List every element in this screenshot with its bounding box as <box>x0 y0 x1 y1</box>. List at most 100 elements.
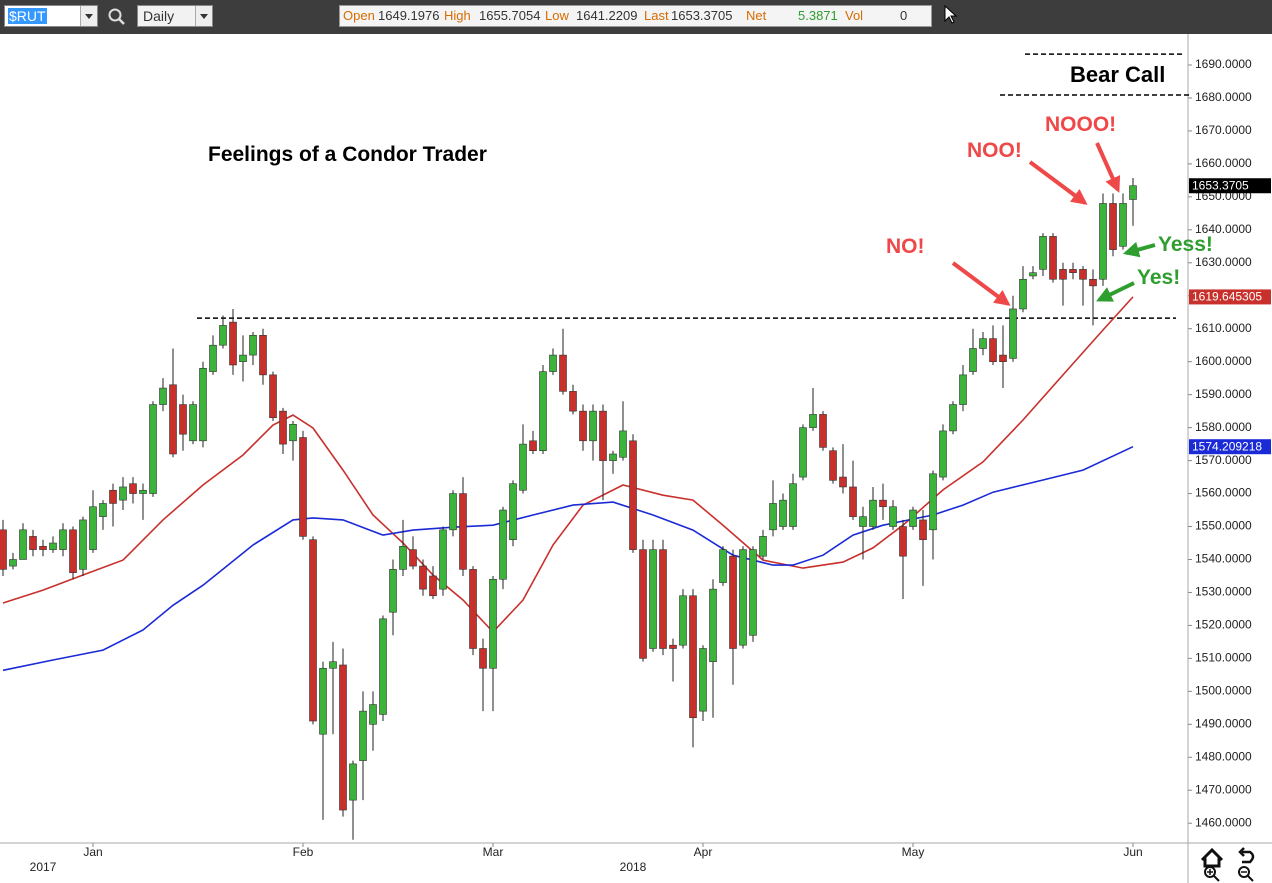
dropdown[interactable] <box>195 6 212 26</box>
candle-body <box>859 516 867 527</box>
candle-body <box>279 410 287 445</box>
candle-body <box>549 354 557 372</box>
candle-body <box>239 354 247 362</box>
x-tick-label: Jan <box>83 845 102 859</box>
x-tick-label: Feb <box>293 845 314 859</box>
candle-body <box>449 493 457 531</box>
candle-body <box>1049 236 1057 280</box>
candle-body <box>819 414 827 448</box>
field-value: 1649.1976 <box>378 8 440 23</box>
candle-body <box>649 549 657 649</box>
annotation: Yess! <box>1158 233 1213 256</box>
plot <box>0 53 1190 840</box>
arrow <box>1096 281 1135 302</box>
candle-body <box>569 391 577 412</box>
candle-body <box>1069 269 1077 273</box>
candle-body <box>379 618 387 715</box>
price-tag <box>1189 178 1271 194</box>
candle-body <box>469 569 477 649</box>
y-tick-label: 1660.0000 <box>1195 156 1252 170</box>
candle-body <box>409 549 417 567</box>
candle-body <box>369 704 377 725</box>
y-tick-label: 1690.0000 <box>1195 57 1252 71</box>
candle-body <box>169 384 177 455</box>
zoom-out-icon[interactable] <box>1238 866 1254 882</box>
price-tag-label: 1653.3705 <box>1192 178 1249 192</box>
field-value: 0 <box>900 8 908 23</box>
candle-body <box>89 506 97 550</box>
annotation: NOO! <box>967 139 1022 162</box>
price-tag-label: 1574.209218 <box>1192 439 1262 453</box>
candle-body <box>879 499 887 508</box>
field-label: Net <box>746 8 767 23</box>
x-tick-label: Apr <box>694 845 713 859</box>
candle-body <box>79 519 87 570</box>
undo-icon[interactable] <box>1238 847 1255 864</box>
candle-body <box>769 503 777 531</box>
x-tick-label: Jun <box>1123 845 1142 859</box>
year-label: 2017 <box>30 860 57 874</box>
period: Daily <box>143 8 175 24</box>
search-icon[interactable] <box>107 7 127 27</box>
price-tag <box>1189 289 1271 305</box>
dropdown[interactable] <box>80 6 97 26</box>
field-label: Last <box>644 8 669 23</box>
symbol-input[interactable]: $RUT <box>4 5 98 27</box>
y-tick-label: 1530.0000 <box>1195 585 1252 599</box>
candle-body <box>789 483 797 527</box>
candle-body <box>129 483 137 494</box>
candle-body <box>1059 269 1067 280</box>
y-tick-label: 1630.0000 <box>1195 255 1252 269</box>
candle-body <box>629 440 637 550</box>
zoom-in-icon[interactable] <box>1204 866 1220 882</box>
field-label: Open <box>343 8 375 23</box>
candle-body <box>999 354 1007 362</box>
candle-body <box>429 575 437 597</box>
field-label: Vol <box>845 8 864 23</box>
year-label: 2018 <box>620 860 647 874</box>
candle-body <box>19 529 27 560</box>
candle-body <box>949 404 957 432</box>
arrow <box>1028 160 1088 205</box>
candle-body <box>919 519 927 541</box>
y-tick-label: 1490.0000 <box>1195 716 1252 730</box>
price-tag <box>1189 439 1271 455</box>
candle-body <box>139 489 147 494</box>
cursor <box>944 5 958 24</box>
candle-body <box>869 499 877 527</box>
candle-body <box>1119 203 1127 247</box>
candle-body <box>119 486 127 501</box>
candle-body <box>289 424 297 442</box>
candle-body <box>1099 203 1107 280</box>
candle-body <box>1019 278 1027 310</box>
candle-body <box>329 661 337 669</box>
candle-body <box>579 410 587 442</box>
candle-body <box>69 529 77 573</box>
candle-body <box>109 489 117 504</box>
candle-body <box>359 710 367 761</box>
candle-body <box>179 404 187 435</box>
x-tick-label: Mar <box>483 845 504 859</box>
y-tick-label: 1680.0000 <box>1195 90 1252 104</box>
home-icon[interactable] <box>1200 847 1224 868</box>
candle-body <box>9 559 17 567</box>
candle-body <box>1089 278 1097 287</box>
y-tick-label: 1570.0000 <box>1195 453 1252 467</box>
field-value: 5.3871 <box>798 8 838 23</box>
candle-body <box>299 437 307 537</box>
candle-body <box>399 546 407 570</box>
candle-body <box>939 430 947 478</box>
period-select[interactable]: Daily <box>137 5 213 27</box>
y-tick-label: 1520.0000 <box>1195 618 1252 632</box>
candle-body <box>559 354 567 392</box>
y-tick-label: 1500.0000 <box>1195 684 1252 698</box>
candle-body <box>969 348 977 372</box>
candle-body <box>669 644 677 649</box>
candle-body <box>539 371 547 451</box>
candle-body <box>219 325 227 346</box>
candle-body <box>759 536 767 557</box>
candle-body <box>99 503 107 517</box>
x-tick-label: May <box>902 845 925 859</box>
